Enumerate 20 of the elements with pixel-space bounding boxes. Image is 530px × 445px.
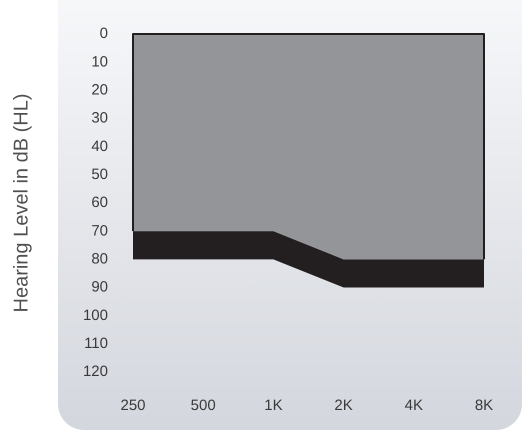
y-tick-label: 40 (91, 138, 108, 155)
y-tick-label: 110 (84, 334, 108, 352)
y-tick-label: 70 (91, 222, 108, 240)
y-tick-label: 50 (91, 166, 108, 183)
y-axis-title: Hearing Level in dB (HL) (10, 94, 33, 312)
y-tick-label: 30 (91, 110, 108, 127)
y-tick-label: 20 (91, 81, 108, 98)
y-tick-label: 80 (91, 250, 108, 268)
y-tick-label: 100 (82, 306, 108, 324)
x-tick-label: 2K (334, 397, 353, 414)
x-tick-label: 4K (404, 397, 423, 414)
x-tick-label: 8K (474, 397, 494, 414)
y-tick-label: 60 (91, 194, 108, 212)
y-tick-label: 90 (91, 278, 108, 296)
y-tick-label: 10 (91, 53, 108, 70)
y-tick-label: 120 (82, 363, 108, 380)
x-tick-label: 250 (120, 397, 146, 414)
y-tick-label: 0 (100, 25, 108, 42)
x-tick-label: 500 (190, 397, 216, 414)
x-tick-label: 1K (264, 397, 283, 414)
